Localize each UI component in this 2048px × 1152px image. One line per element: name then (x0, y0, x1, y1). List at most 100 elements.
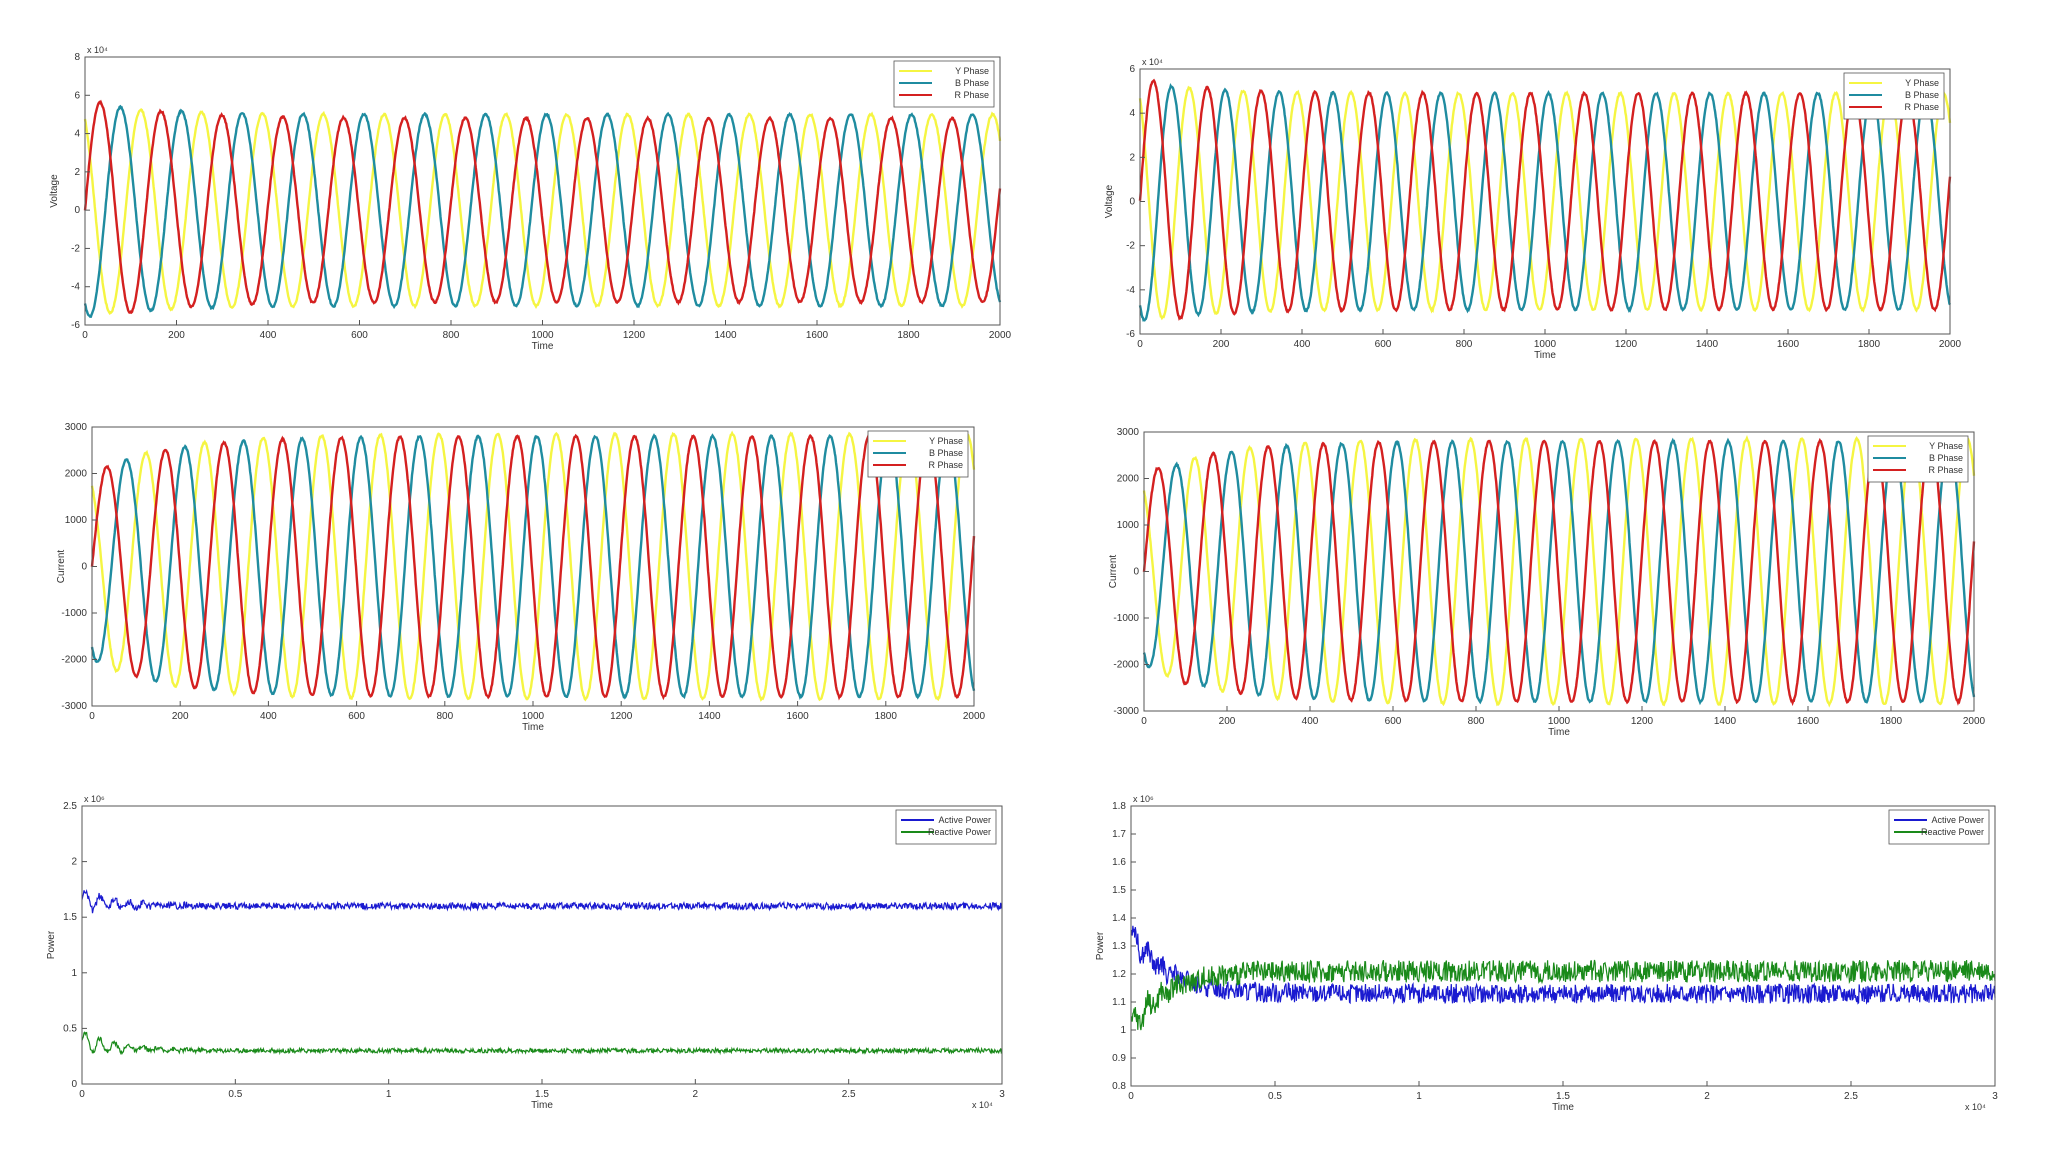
x-tick-label: 1400 (1714, 716, 1737, 727)
x-tick-label: 1200 (1615, 339, 1638, 350)
x-tick-label: 1000 (1534, 339, 1557, 350)
y-tick-label: 0.8 (1112, 1081, 1126, 1092)
y-tick-label: 2000 (1117, 474, 1140, 485)
x-tick-label: 1200 (623, 330, 646, 341)
x-tick-label: 400 (260, 330, 277, 341)
y-tick-label: 1.7 (1112, 829, 1126, 840)
x-tick-label: 800 (443, 330, 460, 341)
y-tick-label: -1000 (1113, 613, 1139, 624)
x-tick-label: 600 (351, 330, 368, 341)
chart-voltage-right: 0 200 400 600 800 1000 1200 1400 1600 1800 2000 -6 -… (1104, 57, 1962, 361)
y-tick-label: 0.5 (63, 1023, 77, 1034)
x-axis-label: Time (532, 341, 554, 352)
y-tick-label: -6 (1126, 329, 1135, 340)
legend-entry: R Phase (1928, 465, 1963, 475)
y-tick-label: 1.1 (1112, 997, 1126, 1008)
y-axis-label: Voltage (1104, 184, 1115, 218)
y-tick-label: 0.9 (1112, 1053, 1126, 1064)
chart-current-left: 0 200 400 600 800 1000 1200 1400 1600 1800 2000 -30… (56, 422, 986, 733)
series-line-y-phase (90, 430, 976, 702)
y-exponent-label: x 10⁴ (87, 45, 108, 55)
y-tick-label: 2.5 (63, 801, 77, 812)
y-tick-label: -3000 (1113, 706, 1139, 717)
y-tick-label: -1000 (61, 608, 87, 619)
x-axis-label: Time (1548, 727, 1570, 738)
x-tick-label: 200 (172, 711, 189, 722)
y-tick-label: 1 (1120, 1025, 1126, 1036)
x-tick-label: 1800 (897, 330, 920, 341)
y-tick-label: -2 (1126, 241, 1135, 252)
series-line-reactive-power (1130, 959, 1996, 1031)
x-tick-label: 1400 (698, 711, 721, 722)
y-axis-label: Current (56, 550, 67, 584)
series-line-reactive-power (81, 1031, 1003, 1056)
y-exponent-label: x 10⁶ (1133, 794, 1154, 804)
series-line-y-phase (1142, 435, 1976, 708)
y-axis-label: Power (46, 930, 57, 959)
legend-entry: Reactive Power (1921, 827, 1984, 837)
x-tick-label: 0.5 (1268, 1091, 1282, 1102)
y-tick-label: 1.6 (1112, 857, 1126, 868)
x-tick-label: 0 (1141, 716, 1147, 727)
series-line-active-power (1130, 925, 1996, 1005)
y-tick-label: 4 (74, 129, 80, 140)
x-tick-label: 2.5 (1844, 1091, 1858, 1102)
chart-voltage-left: 0 200 400 600 800 1000 1200 1400 1600 1800 2000 -6 -… (49, 45, 1012, 352)
legend-entry: Active Power (1931, 815, 1984, 825)
x-tick-label: 0 (1128, 1091, 1134, 1102)
series-line-y-phase (1138, 85, 1952, 321)
x-tick-label: 2 (1704, 1091, 1710, 1102)
x-tick-label: 1.5 (535, 1089, 549, 1100)
y-axis-label: Power (1095, 931, 1106, 960)
plot-frame (81, 805, 1003, 1085)
x-tick-label: 800 (436, 711, 453, 722)
legend-entry: Y Phase (929, 436, 963, 446)
x-tick-label: 2000 (1939, 339, 1962, 350)
legend-box (1843, 72, 1945, 120)
y-tick-label: 1.2 (1112, 969, 1126, 980)
x-tick-label: 1800 (1880, 716, 1903, 727)
legend-entry: B Phase (1929, 453, 1963, 463)
x-tick-label: 600 (1375, 339, 1392, 350)
x-exponent-label: x 10⁴ (1965, 1102, 1986, 1112)
y-tick-label: 1.5 (1112, 885, 1126, 896)
legend-entry: Active Power (938, 815, 991, 825)
x-tick-label: 200 (168, 330, 185, 341)
y-tick-label: 2 (71, 857, 77, 868)
series-line-active-power (81, 889, 1003, 914)
legend-entry: B Phase (955, 78, 989, 88)
x-tick-label: 1800 (1858, 339, 1881, 350)
series-line-b-phase (1138, 83, 1952, 322)
x-axis-label: Time (1552, 1102, 1574, 1113)
x-tick-label: 0.5 (228, 1089, 242, 1100)
x-tick-label: 1200 (610, 711, 633, 722)
x-tick-label: 2000 (963, 711, 986, 722)
y-tick-label: 0 (71, 1079, 77, 1090)
y-tick-label: -2 (71, 243, 80, 254)
series-line-b-phase (83, 104, 1002, 318)
x-tick-label: 1600 (1777, 339, 1800, 350)
y-tick-label: 0 (1129, 197, 1135, 208)
y-tick-label: 0 (81, 562, 87, 573)
y-tick-label: 1000 (65, 515, 88, 526)
y-tick-label: 4 (1129, 108, 1135, 119)
x-tick-label: 2000 (989, 330, 1012, 341)
legend-entry: R Phase (1904, 102, 1939, 112)
x-axis-label: Time (531, 1100, 553, 1111)
x-tick-label: 200 (1219, 716, 1236, 727)
y-axis-label: Voltage (49, 174, 60, 208)
series-line-b-phase (90, 433, 976, 701)
x-tick-label: 800 (1456, 339, 1473, 350)
x-tick-label: 400 (1302, 716, 1319, 727)
x-tick-label: 1.5 (1556, 1091, 1570, 1102)
y-tick-label: 6 (1129, 64, 1135, 75)
y-tick-label: 1.8 (1112, 801, 1126, 812)
y-tick-label: 1000 (1117, 520, 1140, 531)
legend-entry: Reactive Power (928, 827, 991, 837)
series-line-r-phase (90, 432, 976, 701)
y-tick-label: 8 (74, 52, 80, 63)
x-exponent-label: x 10⁴ (972, 1100, 993, 1110)
legend-entry: B Phase (929, 448, 963, 458)
y-tick-label: -6 (71, 320, 80, 331)
x-axis-label: Time (522, 722, 544, 733)
